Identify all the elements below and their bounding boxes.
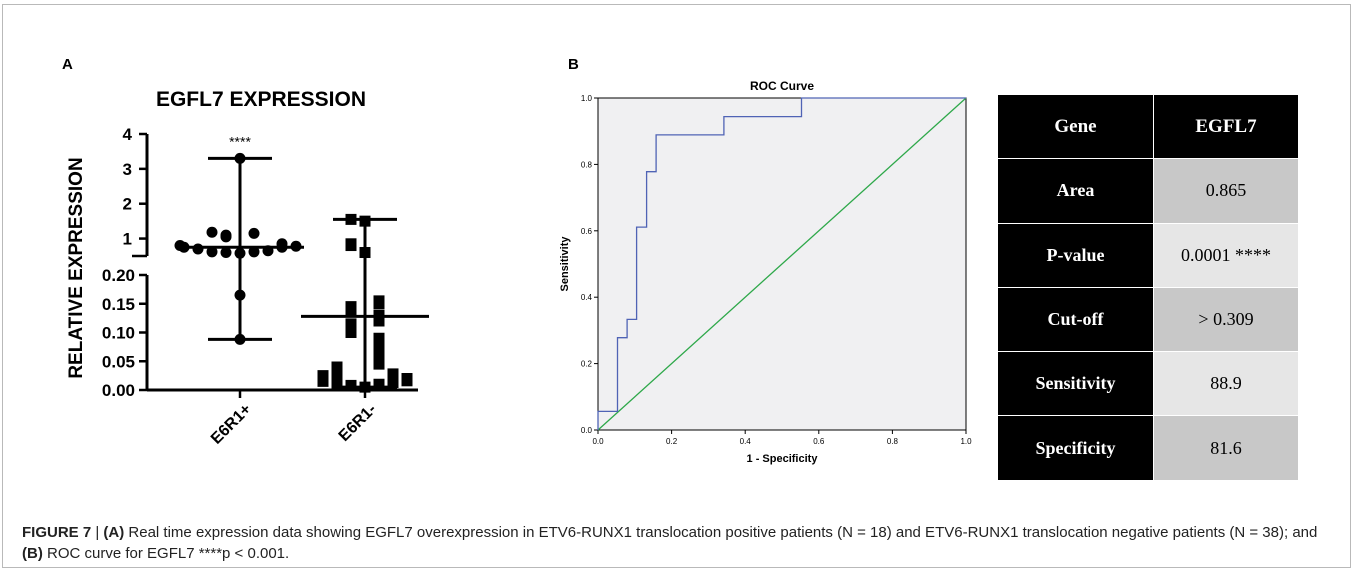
caption-separator: |: [91, 524, 104, 541]
table-row: Cut-off > 0.309: [997, 286, 1299, 353]
y-tick-label: 1: [123, 230, 132, 249]
data-point: [220, 229, 232, 241]
data-point: [345, 238, 357, 250]
data-point: [345, 318, 357, 330]
y-tick-label: 1.0: [581, 94, 593, 103]
data-point: [174, 240, 186, 252]
data-point: [373, 295, 385, 307]
y-tick-label: 3: [123, 160, 132, 179]
table-row-value: 81.6: [1153, 415, 1299, 481]
caption-part-a-label: (A): [103, 524, 125, 541]
x-tick-label: E6R1+: [208, 401, 255, 448]
caption-part-b-text: ROC curve for EGFL7 ****p < 0.001.: [42, 545, 290, 562]
table-row: Specificity 81.6: [997, 415, 1299, 481]
y-tick-label: 4: [123, 125, 133, 144]
table-row: P-value 0.0001 ****: [997, 222, 1299, 288]
data-point: [317, 370, 329, 382]
table-row-label: Gene: [997, 93, 1154, 160]
table-row-value: EGFL7: [1153, 93, 1299, 160]
data-point: [192, 243, 204, 255]
table-row-value: > 0.309: [1153, 286, 1299, 353]
y-tick-label: 0.15: [102, 295, 135, 314]
table-row-label: Area: [997, 158, 1154, 224]
x-tick-label: E6R1-: [336, 401, 380, 445]
table-row-value: 88.9: [1153, 351, 1299, 417]
y-tick-label: 0.20: [102, 266, 135, 285]
data-point: [387, 368, 399, 380]
y-tick-label: 0.00: [102, 381, 135, 400]
y-tick-label: 0.0: [581, 426, 593, 435]
data-point: [206, 246, 218, 258]
data-point: [345, 301, 357, 313]
roc-summary-table: Gene EGFL7 Area 0.865 P-value 0.0001 **** Cut-…: [997, 93, 1299, 481]
table-row-label: Cut-off: [997, 286, 1154, 353]
y-tick-label: 0.05: [102, 352, 135, 371]
data-point: [206, 226, 218, 238]
table-row: Sensitivity 88.9: [997, 351, 1299, 417]
data-point: [345, 327, 357, 338]
data-point: [331, 377, 343, 389]
data-point: [373, 378, 385, 390]
x-tick-label: 0.6: [813, 437, 825, 446]
panel-label-b: B: [568, 56, 579, 73]
panel-label-a: A: [62, 56, 73, 73]
table-row-value: 0.0001 ****: [1153, 222, 1299, 288]
caption-part-b-label: (B): [22, 545, 43, 562]
data-point: [331, 361, 343, 373]
x-tick-label: 1.0: [960, 437, 972, 446]
y-tick-label: 2: [123, 195, 132, 214]
y-tick-label: 0.8: [581, 160, 593, 169]
x-tick-label: 0.0: [592, 437, 604, 446]
y-tick-label: 0.6: [581, 227, 593, 236]
table-row-value: 0.865: [1153, 158, 1299, 224]
data-point: [317, 375, 329, 387]
caption-part-a-text: Real time expression data showing EGFL7 …: [124, 524, 1318, 541]
table-row-label: Specificity: [997, 415, 1154, 481]
x-tick-label: 0.2: [666, 437, 678, 446]
data-point: [373, 332, 385, 344]
table-row-label: Sensitivity: [997, 351, 1154, 417]
x-axis-label: 1 - Specificity: [747, 453, 819, 465]
data-point: [220, 247, 232, 259]
x-tick-label: 0.8: [887, 437, 899, 446]
figure-frame: [2, 4, 1351, 568]
x-tick-label: 0.4: [740, 437, 752, 446]
caption-figure-label: FIGURE 7: [22, 524, 92, 541]
reference-line: [597, 97, 967, 431]
y-tick-label: 0.10: [102, 324, 135, 343]
y-axis-label: RELATIVE EXPRESSION: [66, 157, 87, 378]
figure-caption: FIGURE 7 | (A) Real time expression data…: [22, 522, 1332, 564]
y-tick-label: 0.2: [581, 360, 593, 369]
data-point: [248, 246, 260, 258]
y-axis-label: Sensitivity: [559, 236, 571, 292]
data-point: [387, 377, 399, 389]
data-point: [345, 379, 357, 391]
y-tick-label: 0.4: [581, 293, 593, 302]
table-row: Area 0.865: [997, 158, 1299, 224]
table-header-row: Gene EGFL7: [997, 93, 1299, 160]
table-row-label: P-value: [997, 222, 1154, 288]
roc-curve-line: [597, 97, 966, 430]
expression-scatter-chart: EGFL7 EXPRESSION RELATIVE EXPRESSION 0.00 0…: [66, 88, 429, 448]
significance-annotation: ****: [229, 133, 251, 149]
chart-title: ROC Curve: [750, 79, 814, 93]
chart-title: EGFL7 EXPRESSION: [156, 88, 366, 111]
data-point: [401, 373, 413, 384]
data-point: [248, 227, 260, 239]
roc-curve-chart: ROC Curve 1 - Specificity Sensitivity 0.0 0.…: [559, 79, 972, 465]
